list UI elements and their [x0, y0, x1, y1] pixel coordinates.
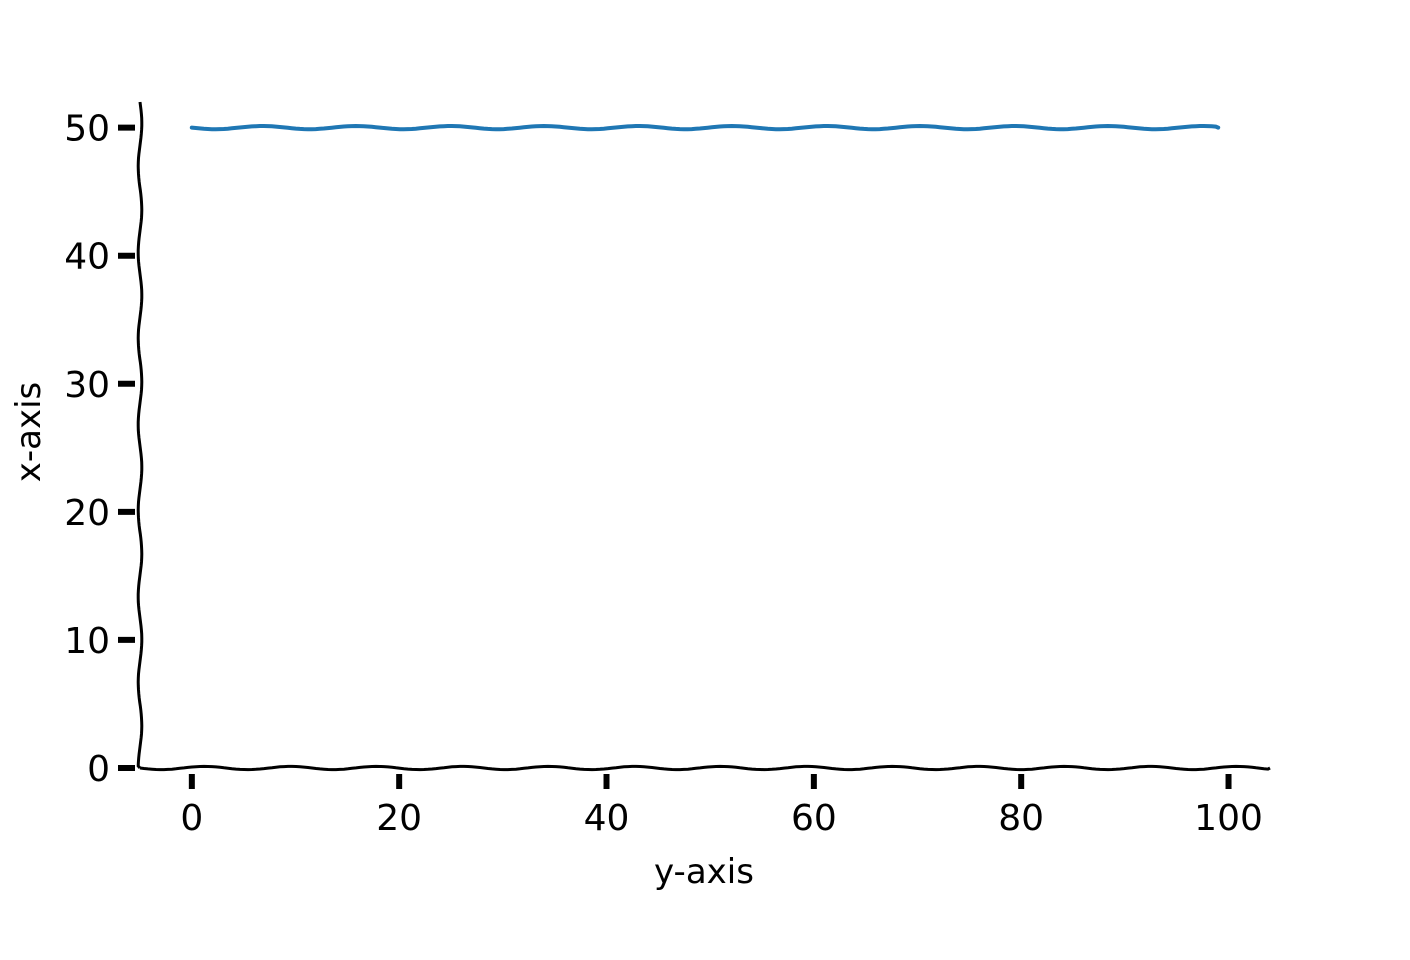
- x-tick-label: 20: [376, 798, 422, 839]
- y-ticks: 0 10 20 30 40 50: [64, 109, 135, 790]
- y-tick-label: 30: [64, 365, 110, 406]
- y-axis-spine: [136, 101, 144, 770]
- x-axis-label: y-axis: [654, 852, 754, 892]
- y-tick-label: 20: [64, 493, 110, 534]
- x-tick-label: 100: [1194, 798, 1263, 839]
- y-tick-label: 0: [87, 749, 110, 790]
- y-tick-label: 40: [64, 237, 110, 278]
- y-axis-label: x-axis: [9, 382, 49, 483]
- y-tick-label: 50: [64, 109, 110, 150]
- x-tick-label: 0: [180, 798, 203, 839]
- x-ticks: 0 20 40 60 80 100: [180, 774, 1263, 839]
- axes-layer: [136, 101, 1271, 772]
- x-tick-label: 80: [998, 798, 1044, 839]
- series-layer: [189, 123, 1221, 132]
- x-axis-spine: [139, 764, 1271, 772]
- y-tick-label: 10: [64, 621, 110, 662]
- x-tick-label: 40: [584, 798, 630, 839]
- series-line-0: [189, 123, 1221, 132]
- x-tick-label: 60: [791, 798, 837, 839]
